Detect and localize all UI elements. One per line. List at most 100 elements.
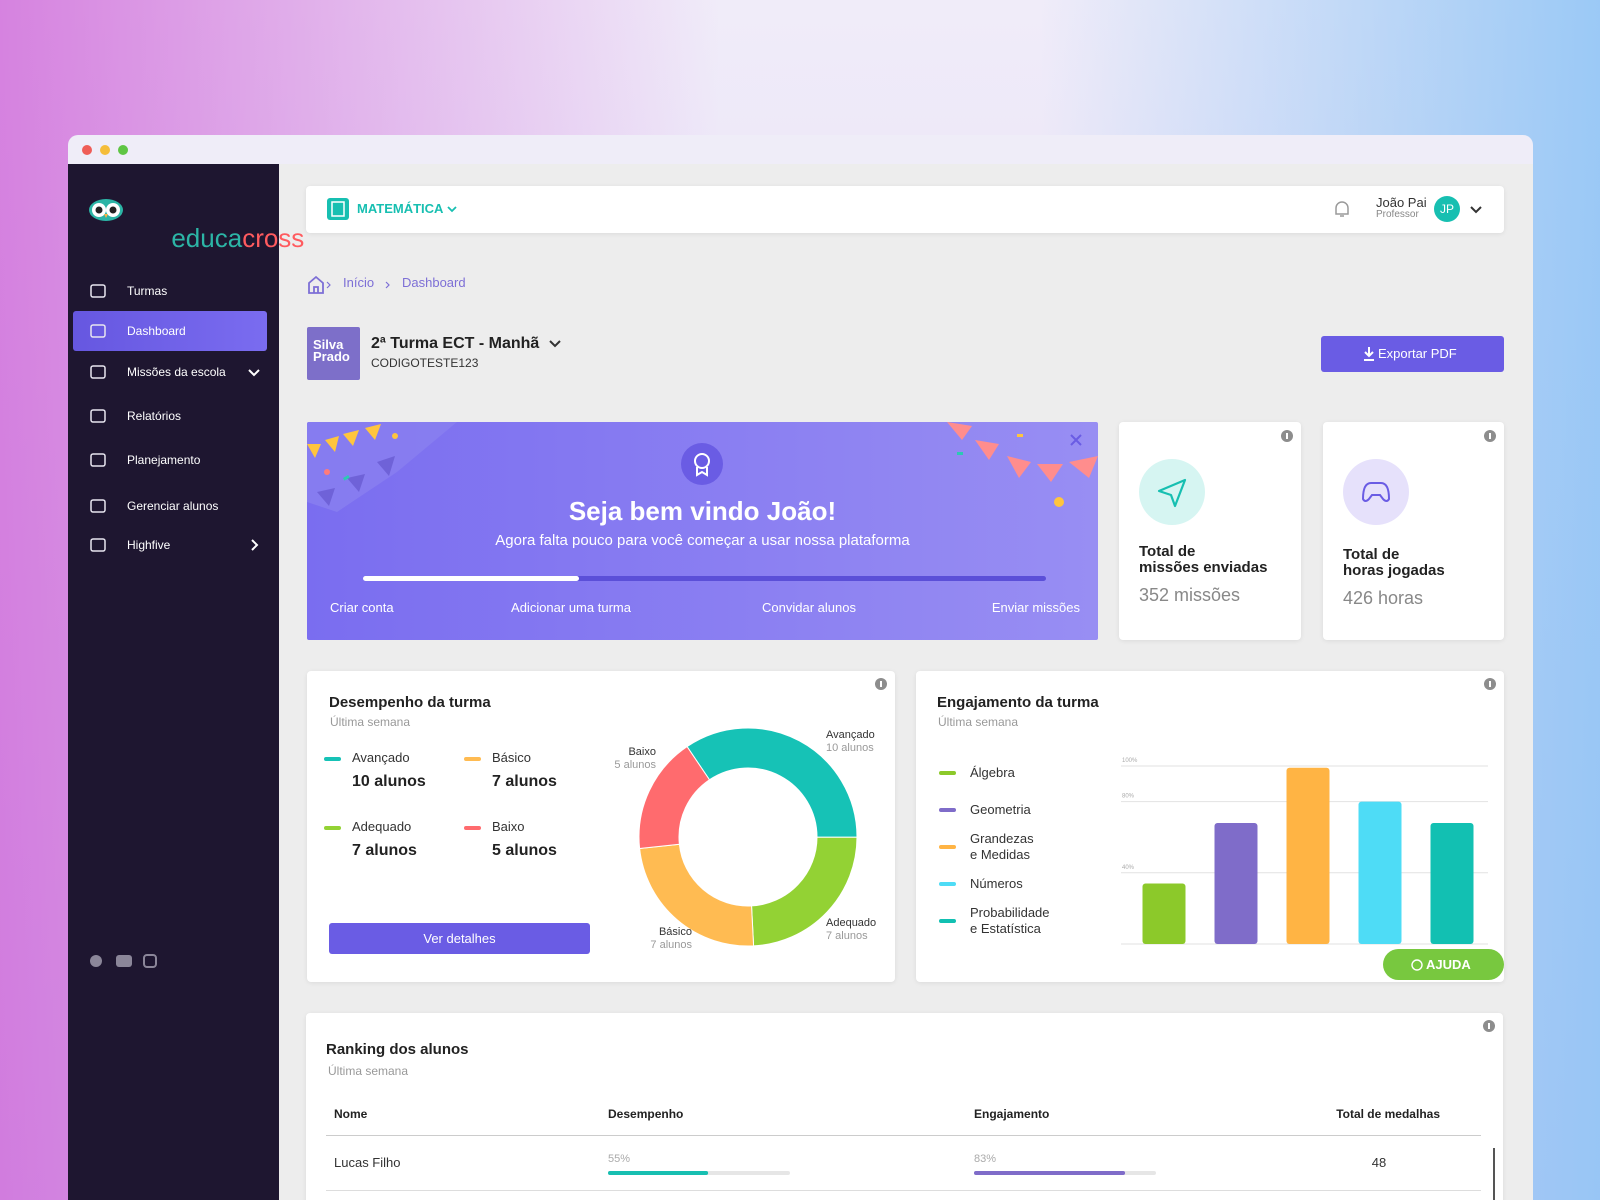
minimize-dot[interactable] [100, 145, 110, 155]
card-subtitle: Última semana [938, 715, 1019, 729]
user-avatar[interactable]: JP [1434, 196, 1460, 222]
card-title: Engajamento da turma [937, 694, 1099, 711]
menu-item[interactable]: Relatórios [73, 396, 267, 436]
help-button[interactable]: AJUDA [1383, 949, 1504, 980]
class-code: CODIGOTESTE123 [371, 356, 479, 370]
info-icon[interactable] [1484, 430, 1496, 442]
banner-decorations [307, 422, 1098, 512]
logo-text: educacross [128, 194, 304, 284]
menu-icon-shape [90, 499, 106, 513]
close-dot[interactable] [82, 145, 92, 155]
top-bar: MATEMÁTICA João Pai Professor JP [306, 186, 1504, 233]
breadcrumb-current: Dashboard [402, 275, 466, 290]
column-header: Desempenho [608, 1107, 684, 1121]
info-icon[interactable] [1281, 430, 1293, 442]
row-divider [326, 1190, 1481, 1191]
subject-selector[interactable]: MATEMÁTICA [357, 201, 444, 216]
legend-label: Grandezas e Medidas [970, 831, 1034, 862]
menu-item[interactable]: Missões da escola [73, 352, 267, 392]
progress-track [363, 576, 1046, 581]
column-header: Total de medalhas [1336, 1107, 1440, 1121]
menu-item[interactable]: Gerenciar alunos [73, 486, 267, 526]
menu-chevron[interactable] [248, 539, 260, 551]
sidebar: educacross Turmas Dashboard Missões da esc… [68, 164, 304, 1200]
welcome-title: Seja bem vindo João! [568, 496, 837, 526]
card-subtitle: Última semana [328, 1064, 409, 1078]
hours-icon [1343, 459, 1409, 525]
home-icon[interactable] [308, 275, 324, 294]
stat-title: Total de missões enviadas [1139, 543, 1268, 576]
menu-label: Gerenciar alunos [127, 499, 219, 513]
menu-icon [90, 499, 106, 513]
menu-icon-shape [90, 538, 106, 552]
card-title: Ranking dos alunos [326, 1041, 469, 1058]
award-icon [681, 443, 723, 485]
menu-icon-shape [90, 284, 106, 298]
details-button[interactable]: Ver detalhes [329, 923, 590, 954]
instagram-icon[interactable] [143, 954, 157, 968]
user-menu-chevron[interactable] [1470, 205, 1482, 215]
performance-card: Desempenho da turma Última semana Ver de… [307, 671, 895, 982]
close-banner[interactable] [1070, 434, 1082, 446]
menu-icon [90, 538, 106, 552]
legend-label: Álgebra [970, 765, 1015, 780]
menu-label: Missões da escola [127, 365, 226, 379]
card-subtitle: Última semana [330, 715, 411, 729]
window-titlebar [68, 135, 1533, 165]
breadcrumb-link[interactable]: Início [343, 275, 375, 290]
chevron-shape [248, 369, 260, 377]
download-icon [1364, 347, 1374, 361]
social-icons [90, 954, 157, 968]
facebook-icon[interactable] [90, 955, 102, 967]
menu-icon [90, 284, 106, 298]
menu-chevron[interactable] [248, 366, 260, 378]
menu-icon [90, 324, 106, 338]
menu-icon [90, 365, 106, 379]
export-button[interactable]: Exportar PDF [1321, 336, 1504, 372]
info-icon[interactable] [1484, 678, 1496, 690]
help-icon-shape [1411, 959, 1423, 971]
logo-prefix: educa [171, 222, 243, 253]
class-chevron[interactable] [549, 339, 561, 349]
ranking-card: Ranking dos alunos Última semana Nome De… [306, 1013, 1503, 1200]
menu-icon-shape [90, 409, 106, 423]
breadcrumb-icons [308, 275, 390, 294]
menu-label: Planejamento [127, 453, 201, 467]
zoom-dot[interactable] [118, 145, 128, 155]
youtube-icon[interactable] [116, 955, 132, 967]
info-icon[interactable] [1483, 1020, 1495, 1032]
legend-label: Probabilidade e Estatística [970, 905, 1050, 936]
info-icon[interactable] [875, 678, 887, 690]
step-label: Adicionar uma turma [511, 600, 631, 615]
menu-icon-shape [90, 324, 106, 338]
scrollbar[interactable] [1493, 1148, 1495, 1200]
header-divider [326, 1135, 1481, 1136]
subject-chevron[interactable] [447, 204, 457, 214]
chevron-shape [251, 539, 259, 551]
notifications-bell[interactable] [1333, 199, 1351, 219]
menu-item[interactable]: Turmas [73, 271, 267, 311]
menu-label: Dashboard [127, 324, 186, 338]
user-name: João Pai [1376, 195, 1427, 210]
progress-fill [363, 576, 579, 581]
engagement-card: Engajamento da turma Última semana [916, 671, 1504, 982]
subject-icon [327, 198, 349, 220]
logo-suffix: cross [242, 222, 305, 253]
column-header: Engajamento [974, 1107, 1050, 1121]
missions-icon [1139, 459, 1205, 525]
menu-item[interactable]: Dashboard [73, 311, 267, 351]
menu-label: Turmas [127, 284, 168, 298]
legend-label: Números [970, 876, 1023, 891]
logo-owl [89, 199, 123, 221]
card-title: Desempenho da turma [329, 694, 491, 711]
stat-title: Total de horas jogadas [1343, 546, 1445, 579]
export-label: Exportar PDF [1378, 346, 1457, 361]
step-label: Convidar alunos [762, 600, 856, 615]
class-selector[interactable]: 2ª Turma ECT - Manhã [371, 335, 540, 352]
user-role: Professor [1376, 209, 1419, 220]
menu-item[interactable]: Highfive [73, 525, 267, 565]
menu-item[interactable]: Planejamento [73, 440, 267, 480]
help-label: AJUDA [1426, 957, 1471, 972]
legend-label: Geometria [970, 802, 1031, 817]
